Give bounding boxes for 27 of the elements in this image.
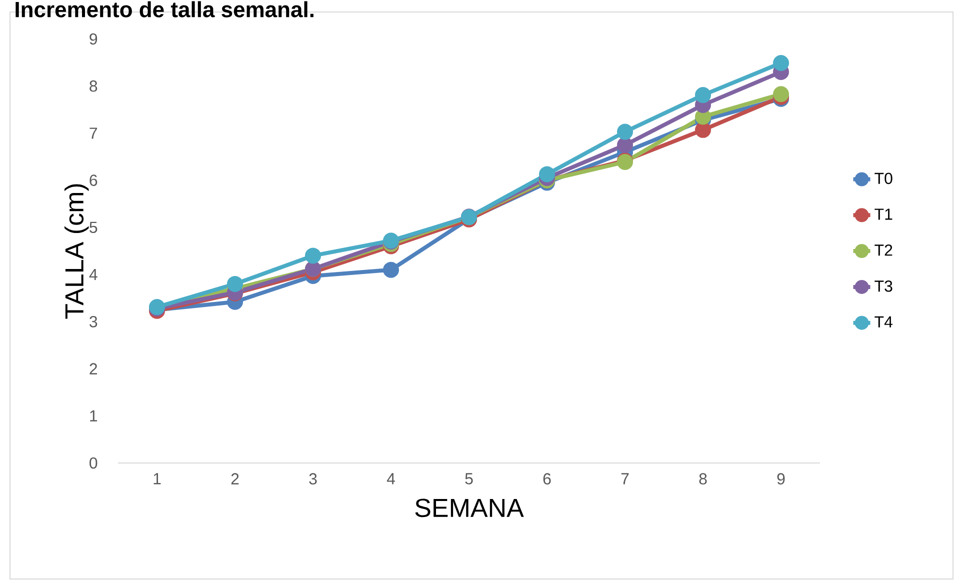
legend-label: T0 [874, 172, 892, 184]
y-tick-label: 9 [90, 33, 98, 45]
legend-label: T2 [874, 244, 892, 256]
y-tick-label: 7 [90, 128, 98, 139]
x-axis-title: SEMANA [415, 498, 524, 518]
y-tick-label: 0 [90, 457, 98, 469]
x-tick-label: 3 [309, 473, 317, 485]
y-tick-label: 1 [90, 410, 98, 422]
x-tick-label: 5 [465, 473, 473, 484]
x-tick-label: 7 [621, 473, 629, 484]
x-tick-label: 2 [231, 473, 239, 484]
y-tick-label: 4 [89, 269, 98, 280]
x-tick-label: 9 [777, 473, 785, 485]
legend-label: T1 [874, 208, 892, 220]
y-axis-title: TALLA (cm) [64, 184, 89, 319]
y-tick-label: 8 [90, 80, 98, 92]
legend-label: T4 [874, 316, 892, 328]
y-tick-label: 5 [90, 222, 98, 234]
x-tick-label: 4 [386, 473, 395, 484]
legend-label: T3 [874, 280, 892, 292]
x-tick-label: 1 [154, 473, 161, 484]
x-tick-label: 8 [699, 473, 707, 485]
chart-title: Incremento de talla semanal. [16, 1, 314, 18]
y-tick-label: 3 [90, 316, 98, 328]
y-tick-label: 6 [90, 174, 98, 186]
x-tick-label: 6 [543, 473, 551, 485]
y-tick-label: 2 [90, 363, 98, 374]
